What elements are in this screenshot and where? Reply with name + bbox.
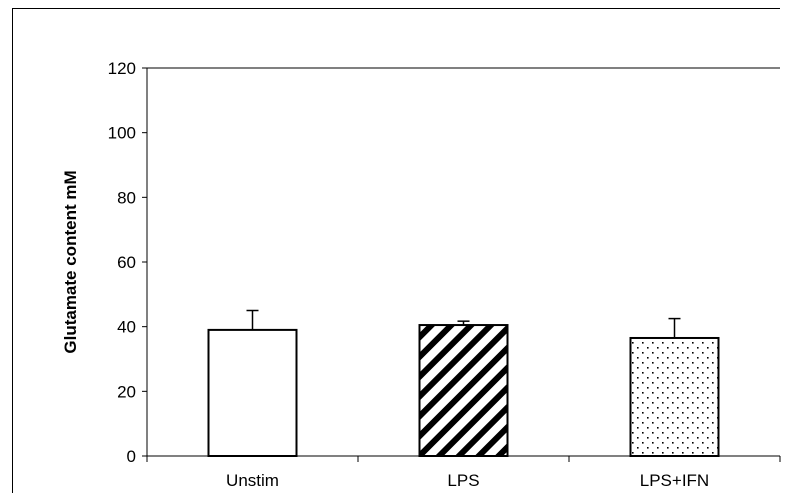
bar-lps-ifn xyxy=(629,336,720,458)
y-tick-label: 40 xyxy=(117,318,136,337)
y-tick-label: 20 xyxy=(117,382,136,401)
y-tick-label: 100 xyxy=(108,124,136,143)
y-tick-label: 120 xyxy=(108,59,136,78)
bars xyxy=(207,309,720,458)
bar-unstim xyxy=(207,328,298,457)
y-tick-label: 0 xyxy=(127,447,136,466)
y-tick-label: 80 xyxy=(117,188,136,207)
x-tick-label: Unstim xyxy=(226,471,279,490)
y-axis-title: Glutamate content mM xyxy=(61,170,80,353)
x-tick-label: LPS+IFN xyxy=(640,471,709,490)
chart-frame xyxy=(12,8,780,493)
y-tick-label: 60 xyxy=(117,253,136,272)
x-tick-label: LPS xyxy=(447,471,479,490)
bar-lps xyxy=(418,324,509,457)
axis-labels: 0 20 40 60 80 100 120 Unstim LPS LPS+IFN xyxy=(108,59,710,490)
